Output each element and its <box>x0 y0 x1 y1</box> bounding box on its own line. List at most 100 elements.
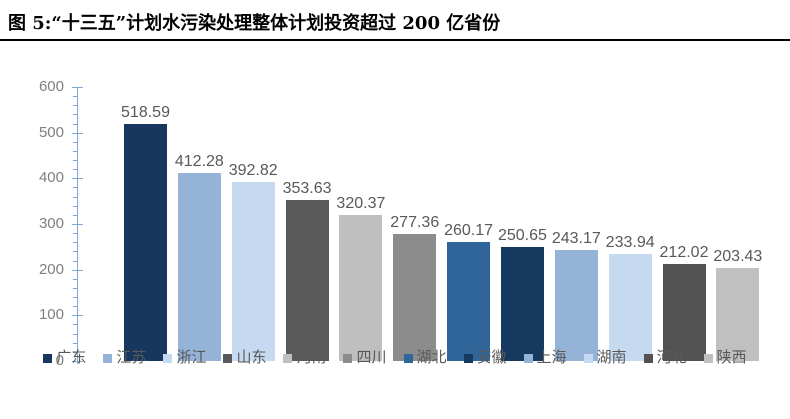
y-axis-tick-label: 500 <box>38 123 64 141</box>
legend-item-湖北: 湖北 <box>403 349 447 366</box>
y-axis-minor-tick <box>73 214 78 216</box>
legend-label: 江苏 <box>116 349 147 366</box>
y-axis-major-tick <box>72 87 83 88</box>
y-axis-minor-tick <box>73 187 78 189</box>
bar-上海 <box>554 249 598 361</box>
bar-value-label: 412.28 <box>174 152 224 170</box>
chart-legend: 广东 江苏 浙江 山东 河南 四川 湖北 安徽 上海 湖南 河北 陕西 <box>0 349 790 367</box>
bar-安徽 <box>500 246 544 361</box>
y-axis-major-tick <box>72 132 83 134</box>
legend-swatch-icon <box>463 353 473 363</box>
legend-swatch-icon <box>523 353 533 363</box>
legend-item-江苏: 江苏 <box>103 350 146 366</box>
legend-label: 四川 <box>356 349 387 366</box>
bar-广东 <box>124 124 167 361</box>
legend-swatch-icon <box>583 353 593 363</box>
y-axis-minor-tick <box>73 233 78 235</box>
y-axis-minor-tick <box>73 306 78 308</box>
y-axis-tick-label: 300 <box>38 215 64 232</box>
y-axis-major-tick <box>72 269 83 271</box>
y-axis-minor-tick <box>73 251 78 253</box>
legend-swatch-icon <box>283 353 293 363</box>
y-axis-tick-label: 0 <box>55 352 64 369</box>
y-axis-minor-tick <box>73 351 78 353</box>
bar-value-label: 243.17 <box>551 229 601 247</box>
y-axis-tick-label: 600 <box>38 78 64 95</box>
y-axis-minor-tick <box>73 297 78 299</box>
legend-swatch-icon <box>43 353 53 363</box>
y-axis-minor-tick <box>73 278 78 280</box>
bar-value-label: 392.82 <box>228 161 278 179</box>
legend-label: 湖北 <box>416 349 447 366</box>
bar-value-label: 233.94 <box>605 234 655 252</box>
bar-河南 <box>339 214 383 361</box>
bar-value-label: 518.59 <box>121 104 170 122</box>
legend-item-河南: 河南 <box>283 350 326 366</box>
bar-河北 <box>662 264 706 361</box>
legend-label: 广东 <box>56 349 87 366</box>
bar-湖南 <box>608 254 652 361</box>
legend-label: 陕西 <box>716 349 747 366</box>
legend-swatch-icon <box>343 353 353 363</box>
bar-四川 <box>393 234 437 361</box>
legend-item-上海: 上海 <box>523 349 567 366</box>
figure-header: 图 5:“十三五”计划水污染处理整体计划投资超过 200 亿省份 <box>0 0 790 41</box>
y-axis-minor-tick <box>73 287 78 289</box>
bar-value-label: 277.36 <box>390 214 440 232</box>
y-axis-minor-tick <box>73 205 78 207</box>
y-axis-minor-tick <box>73 150 78 152</box>
y-axis-minor-tick <box>73 114 78 116</box>
y-axis-minor-tick <box>73 105 78 107</box>
y-axis-minor-tick <box>73 260 78 262</box>
figure-title: 图 5:“十三五”计划水污染处理整体计划投资超过 200 亿省份 <box>8 13 501 34</box>
y-axis-minor-tick <box>73 123 78 125</box>
y-axis-major-tick <box>72 315 83 317</box>
bar-chart: 0 100 200 300 400 500 600 518.59 412.28 392.82 353… <box>0 45 790 419</box>
legend-label: 山东 <box>236 349 267 366</box>
y-axis-minor-tick <box>73 96 78 98</box>
y-axis-minor-tick <box>73 324 78 326</box>
bar-value-label: 353.63 <box>282 179 332 197</box>
y-axis-minor-tick <box>73 160 78 162</box>
legend-item-安徽: 安徽 <box>463 350 507 366</box>
y-axis-minor-tick <box>73 196 78 198</box>
legend-label: 浙江 <box>176 349 207 366</box>
legend-swatch-icon <box>403 353 413 363</box>
bar-浙江 <box>231 181 275 361</box>
bar-value-label: 260.17 <box>444 222 494 240</box>
legend-label: 湖南 <box>596 349 627 366</box>
bar-value-label: 250.65 <box>497 226 547 244</box>
bar-value-label: 320.37 <box>336 194 386 212</box>
legend-item-浙江: 浙江 <box>163 350 206 366</box>
y-axis-minor-tick <box>73 242 78 244</box>
legend-swatch-icon <box>163 353 173 363</box>
y-axis-minor-tick <box>73 169 78 171</box>
bar-value-label: 203.43 <box>713 248 763 266</box>
legend-label: 上海 <box>536 349 567 366</box>
y-axis-major-tick <box>72 178 83 180</box>
y-axis-major-tick <box>72 224 83 225</box>
legend-label: 河北 <box>656 349 687 366</box>
bar-value-label: 212.02 <box>659 244 709 262</box>
legend-swatch-icon <box>703 353 713 363</box>
legend-item-湖南: 湖南 <box>583 349 627 366</box>
y-axis-minor-tick <box>73 141 78 143</box>
legend-label: 河南 <box>296 349 327 366</box>
legend-swatch-icon <box>643 353 653 363</box>
bar-山东 <box>285 199 329 361</box>
y-axis-minor-tick <box>73 342 78 344</box>
legend-swatch-icon <box>103 353 113 363</box>
legend-swatch-icon <box>223 353 233 363</box>
legend-item-山东: 山东 <box>223 350 266 366</box>
bar-江苏 <box>177 172 221 361</box>
bar-陕西 <box>716 268 760 361</box>
bar-湖北 <box>447 242 491 361</box>
legend-item-四川: 四川 <box>343 349 387 366</box>
y-axis-tick-label: 200 <box>38 260 64 278</box>
legend-item-广东: 广东 <box>43 350 86 366</box>
legend-item-河北: 河北 <box>643 349 687 366</box>
y-axis-major-tick <box>72 361 83 362</box>
y-axis-tick-label: 100 <box>38 306 64 324</box>
y-axis-tick-label: 400 <box>38 169 64 187</box>
